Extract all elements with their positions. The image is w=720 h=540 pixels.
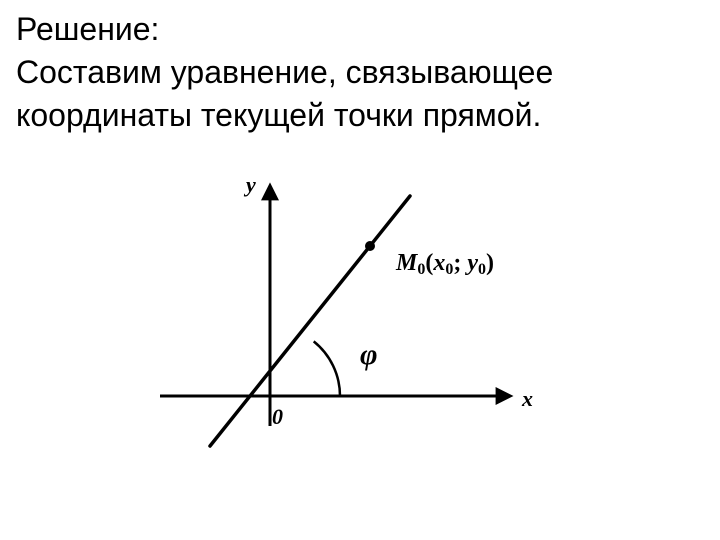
text-line-2: Составим уравнение, связывающее координа…	[16, 51, 704, 137]
angle-phi-label: φ	[360, 338, 378, 371]
angle-arc	[314, 341, 340, 396]
solution-text: Решение: Составим уравнение, связывающее…	[16, 8, 704, 138]
oblique-line	[210, 196, 410, 446]
coordinate-diagram: x y 0 φ M0(x0; y0)	[150, 166, 570, 466]
text-line-1: Решение:	[16, 8, 704, 51]
point-m0-label: M0(x0; y0)	[395, 250, 494, 278]
diagram-container: x y 0 φ M0(x0; y0)	[16, 166, 704, 466]
page: Решение: Составим уравнение, связывающее…	[0, 0, 720, 540]
point-m0	[365, 241, 375, 251]
y-axis-label: y	[243, 172, 256, 197]
origin-label: 0	[272, 404, 283, 429]
x-axis-label: x	[521, 386, 533, 411]
